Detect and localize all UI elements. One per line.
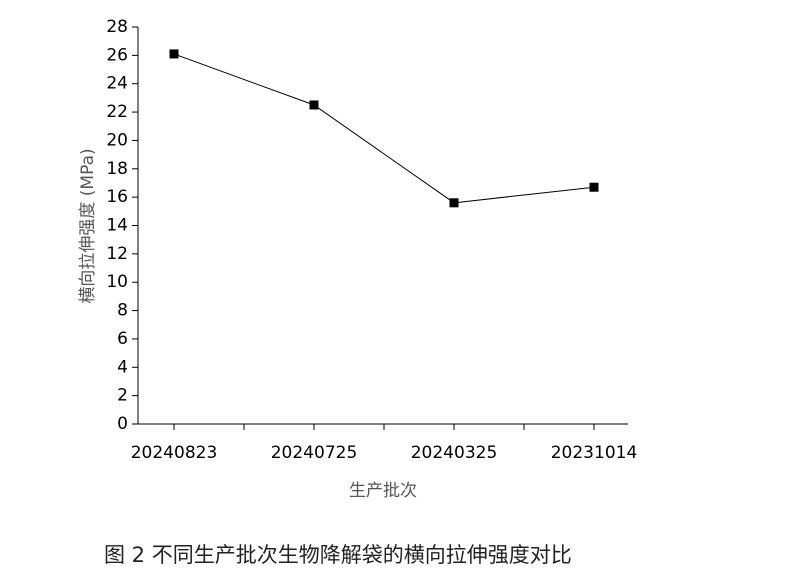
data-point xyxy=(589,182,599,192)
x-tick-label: 20231014 xyxy=(551,443,638,463)
y-tick-label: 6 xyxy=(117,329,128,349)
data-point xyxy=(449,198,459,208)
caption: 图 2 不同生产批次生物降解袋的横向拉伸强度对比 xyxy=(104,543,572,567)
data-point xyxy=(309,100,319,110)
y-tick-label: 22 xyxy=(106,102,128,122)
y-tick-label: 16 xyxy=(106,187,128,207)
y-tick-label: 28 xyxy=(106,17,128,37)
y-tick-label: 4 xyxy=(117,357,128,377)
y-tick-label: 26 xyxy=(106,45,128,65)
x-tick-label: 20240823 xyxy=(131,443,218,463)
x-tick-label: 20240325 xyxy=(411,443,498,463)
y-tick-label: 20 xyxy=(106,130,128,150)
y-tick-label: 14 xyxy=(106,216,128,236)
y-tick-label: 8 xyxy=(117,301,128,321)
y-tick-label: 10 xyxy=(106,272,128,292)
y-tick-label: 24 xyxy=(106,74,128,94)
x-tick-label: 20240725 xyxy=(271,443,358,463)
data-line xyxy=(173,53,595,204)
y-tick-label: 0 xyxy=(117,414,128,434)
y-axis-title: 横向拉伸强度 (MPa) xyxy=(78,148,98,303)
y-tick-label: 2 xyxy=(117,386,128,406)
y-tick-label: 18 xyxy=(106,159,128,179)
y-tick-label: 12 xyxy=(106,244,128,264)
x-axis-title: 生产批次 xyxy=(349,481,417,501)
data-point xyxy=(169,49,179,59)
